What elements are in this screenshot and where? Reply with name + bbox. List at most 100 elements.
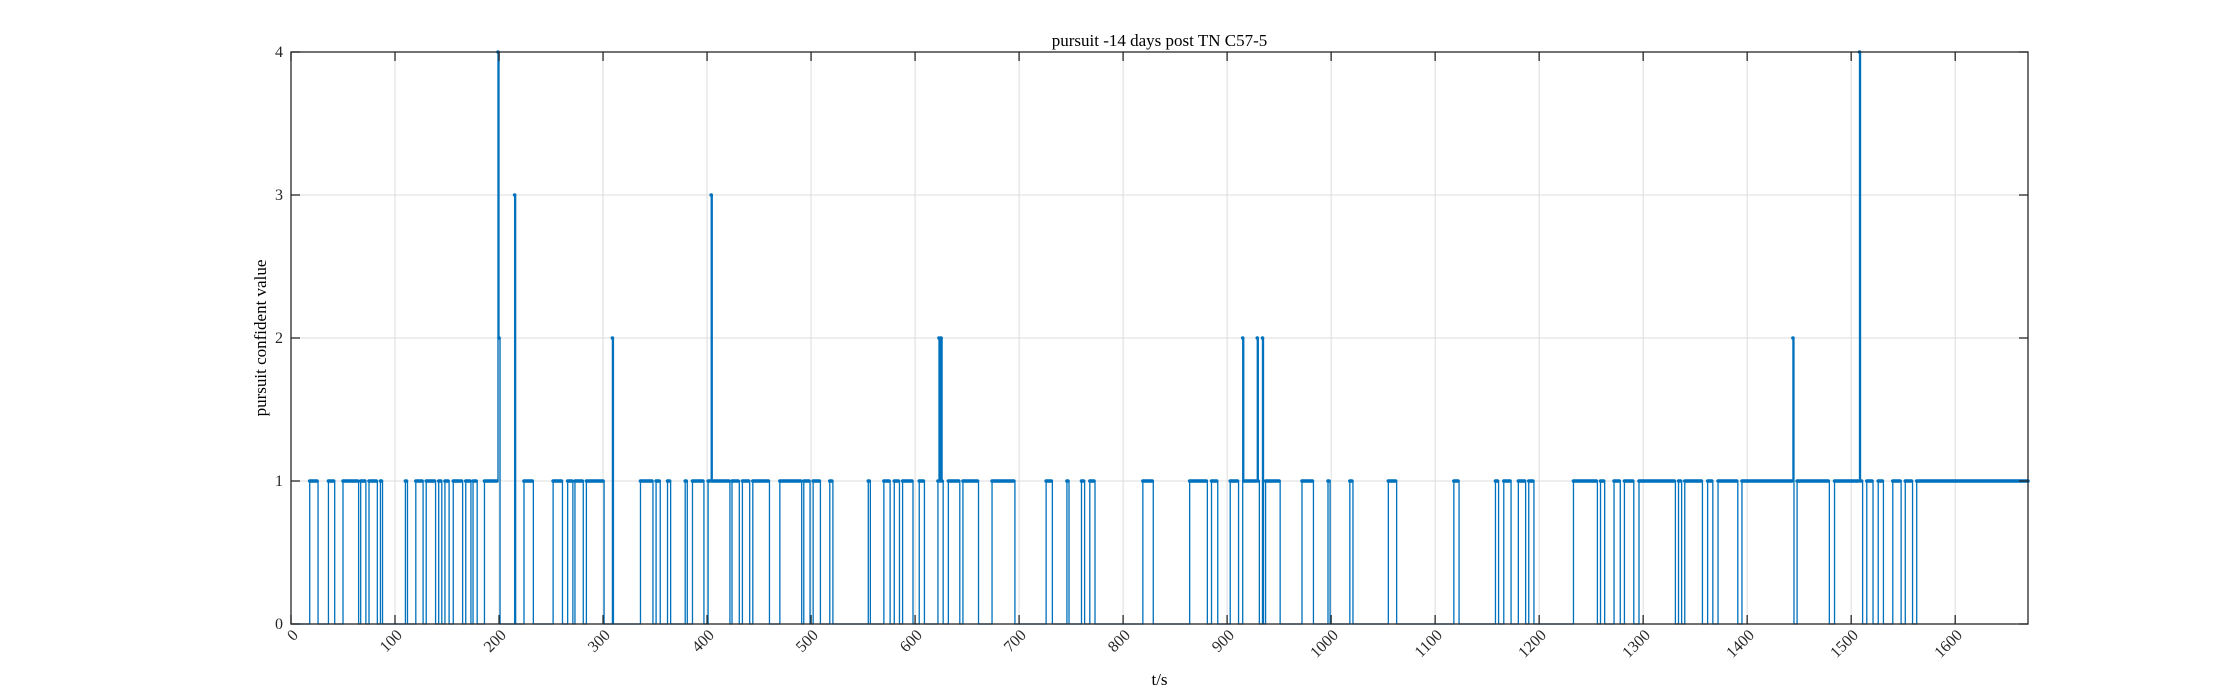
data-point xyxy=(1790,479,1794,483)
data-point xyxy=(956,479,961,483)
y-tick-label: 1 xyxy=(275,473,283,490)
data-point xyxy=(1495,479,1500,483)
y-tick-label: 4 xyxy=(275,44,283,61)
data-point xyxy=(650,479,654,483)
data-point xyxy=(1256,479,1261,483)
data-point xyxy=(468,479,472,483)
data-point xyxy=(1826,479,1831,483)
data-point xyxy=(867,479,872,483)
data-point xyxy=(446,479,450,483)
data-point xyxy=(1601,479,1606,483)
x-tick-label: 1600 xyxy=(1931,627,1966,662)
data-point xyxy=(1092,479,1096,483)
data-point xyxy=(1522,479,1527,483)
data-point xyxy=(1204,479,1209,483)
axis-ticks xyxy=(290,51,2028,625)
x-tick-label: 200 xyxy=(481,627,510,656)
data-point xyxy=(830,479,834,483)
data-point xyxy=(1081,479,1086,483)
data-point xyxy=(1870,479,1874,483)
data-point xyxy=(331,479,336,483)
y-tick-label: 3 xyxy=(275,187,283,204)
data-point xyxy=(559,479,564,483)
data-point xyxy=(1277,479,1281,483)
data-point xyxy=(1393,479,1398,483)
data-point xyxy=(887,479,891,483)
data-point xyxy=(459,479,464,483)
data-point xyxy=(1066,479,1070,483)
y-tick-labels: 0 1 2 3 4 xyxy=(275,44,283,633)
data-point xyxy=(701,479,705,483)
data-point xyxy=(1150,479,1155,483)
data-point xyxy=(404,479,409,483)
x-tick-label: 700 xyxy=(1001,627,1030,656)
x-tick-label: 1300 xyxy=(1619,627,1654,662)
data-point xyxy=(1594,479,1599,483)
data-point xyxy=(910,479,914,483)
data-point xyxy=(1350,479,1354,483)
data-point xyxy=(1791,336,1795,340)
data-point xyxy=(495,479,499,483)
data-point xyxy=(1255,336,1260,340)
data-point xyxy=(1699,479,1704,483)
data-point xyxy=(355,479,360,483)
data-point xyxy=(1880,479,1885,483)
x-tick-label: 1500 xyxy=(1827,627,1862,662)
data-point xyxy=(798,479,803,483)
data-point xyxy=(1909,479,1914,483)
data-point xyxy=(657,479,661,483)
data-series xyxy=(291,50,2030,625)
data-point xyxy=(1734,479,1739,483)
y-tick-label: 2 xyxy=(275,330,283,347)
data-point xyxy=(1672,479,1677,483)
data-point xyxy=(1456,479,1460,483)
data-point xyxy=(474,479,478,483)
data-point xyxy=(1214,479,1219,483)
data-point xyxy=(512,193,517,197)
data-point xyxy=(727,479,731,483)
x-tick-label: 1200 xyxy=(1515,627,1550,662)
data-point xyxy=(817,479,822,483)
grid xyxy=(291,52,2028,624)
data-point xyxy=(1260,336,1265,340)
x-tick-label: 400 xyxy=(689,627,718,656)
data-point xyxy=(766,479,771,483)
data-point xyxy=(1898,479,1902,483)
data-point xyxy=(315,479,319,483)
data-point xyxy=(1678,479,1683,483)
x-tick-label: 0 xyxy=(284,627,302,645)
chart-title: pursuit -14 days post TN C57-5 xyxy=(1052,31,1268,50)
x-tick-label: 100 xyxy=(377,627,406,656)
data-point xyxy=(975,479,980,483)
data-point xyxy=(580,479,585,483)
data-point xyxy=(1049,479,1054,483)
data-point xyxy=(940,479,944,483)
data-point xyxy=(1012,479,1016,483)
data-point xyxy=(709,193,714,197)
data-point xyxy=(570,479,574,483)
data-point xyxy=(1508,479,1512,483)
data-point xyxy=(1859,479,1864,483)
data-point xyxy=(939,336,943,340)
data-point xyxy=(1240,336,1245,340)
data-point xyxy=(1235,479,1240,483)
data-point xyxy=(1310,479,1315,483)
data-point xyxy=(667,479,672,483)
data-point xyxy=(807,479,811,483)
x-tick-label: 300 xyxy=(585,627,614,656)
data-point xyxy=(1630,479,1635,483)
x-tick-labels: 0 100 200 300 400 500 600 700 800 900 1000 1100 1200… xyxy=(284,627,1966,662)
x-tick-label: 900 xyxy=(1209,627,1238,656)
x-tick-label: 500 xyxy=(793,627,822,656)
data-point xyxy=(921,479,926,483)
y-axis-label: pursuit confident value xyxy=(251,260,270,417)
x-tick-label: 1100 xyxy=(1412,627,1446,661)
data-point xyxy=(1531,479,1535,483)
data-point xyxy=(736,479,741,483)
data-point xyxy=(684,479,689,483)
data-point xyxy=(363,479,367,483)
x-tick-label: 1000 xyxy=(1307,627,1342,662)
data-point xyxy=(438,479,443,483)
data-point xyxy=(497,336,501,340)
